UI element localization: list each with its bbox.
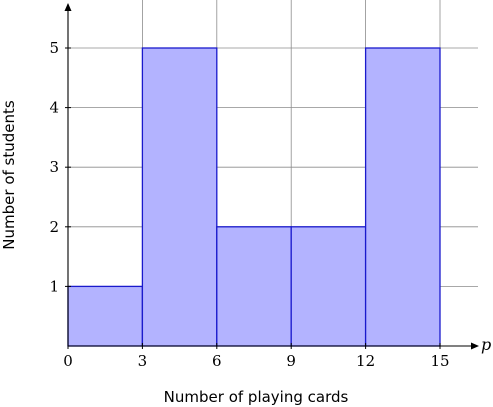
y-tick-label: 2 bbox=[49, 218, 59, 236]
bars bbox=[67, 47, 441, 347]
bar-9-12 bbox=[290, 226, 367, 347]
x-tick-label: 9 bbox=[286, 352, 296, 370]
axes bbox=[64, 3, 479, 350]
x-tick-label: 6 bbox=[212, 352, 222, 370]
x-tick-label: 15 bbox=[430, 352, 449, 370]
x-tick-label: 0 bbox=[63, 352, 73, 370]
x-axis-label: Number of playing cards bbox=[164, 388, 349, 406]
y-tick-label: 4 bbox=[49, 99, 59, 117]
bar-12-15 bbox=[364, 47, 441, 347]
x-variable-label: p bbox=[481, 335, 491, 354]
x-tick-label: 12 bbox=[356, 352, 375, 370]
y-tick-label: 5 bbox=[49, 39, 59, 57]
y-tick-label: 1 bbox=[49, 277, 59, 295]
bar-3-6 bbox=[141, 47, 218, 347]
y-axis-label: Number of students bbox=[0, 100, 18, 250]
bar-6-9 bbox=[216, 226, 292, 347]
bar-0-3 bbox=[67, 285, 144, 347]
x-tick-label: 3 bbox=[138, 352, 148, 370]
y-tick-label: 3 bbox=[49, 158, 59, 176]
